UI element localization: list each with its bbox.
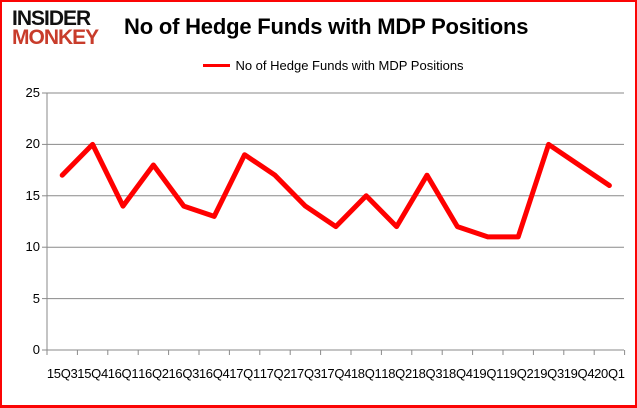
logo-line-monkey: MONKEY [12, 26, 99, 49]
x-tick-label: 17Q3 [290, 366, 321, 381]
legend-label: No of Hedge Funds with MDP Positions [235, 58, 464, 73]
x-tick-label: 16Q4 [198, 366, 230, 381]
x-tick-label: 16Q2 [138, 366, 169, 381]
x-tick-label: 19Q4 [563, 366, 595, 381]
y-tick-label: 10 [25, 239, 40, 255]
y-tick-label: 0 [32, 342, 40, 357]
y-tick-label: 5 [32, 290, 40, 306]
x-tick-label: 20Q1 [594, 366, 625, 381]
y-tick-label: 15 [25, 187, 40, 203]
page-title: No of Hedge Funds with MDP Positions [124, 14, 529, 39]
x-tick-label: 15Q4 [77, 366, 108, 381]
x-tick-label: 19Q1 [472, 366, 504, 381]
x-tick-label: 16Q1 [107, 366, 139, 381]
x-tick-label: 18Q4 [442, 366, 473, 381]
insider-monkey-logo: INSIDER MONKEY [12, 7, 99, 49]
x-tick-label: 19Q2 [502, 366, 534, 381]
x-tick-label: 18Q3 [411, 366, 443, 381]
x-tick-label: 15Q3 [46, 366, 78, 381]
x-tick-label: 17Q1 [229, 366, 260, 381]
legend-line-swatch [203, 64, 231, 67]
x-tick-label: 18Q2 [381, 366, 412, 381]
x-tick-label: 17Q4 [320, 366, 352, 381]
y-tick-label: 25 [25, 85, 40, 100]
line-chart-plot [42, 92, 626, 355]
x-tick-label: 16Q3 [168, 366, 200, 381]
x-tick-label: 18Q1 [350, 366, 382, 381]
y-tick-label: 20 [25, 136, 40, 152]
legend: No of Hedge Funds with MDP Positions [47, 58, 620, 73]
x-tick-label: 17Q2 [259, 366, 291, 381]
logo-line-insider: INSIDER [12, 7, 91, 30]
x-tick-label: 19Q3 [533, 366, 564, 381]
series-line [59, 141, 612, 240]
